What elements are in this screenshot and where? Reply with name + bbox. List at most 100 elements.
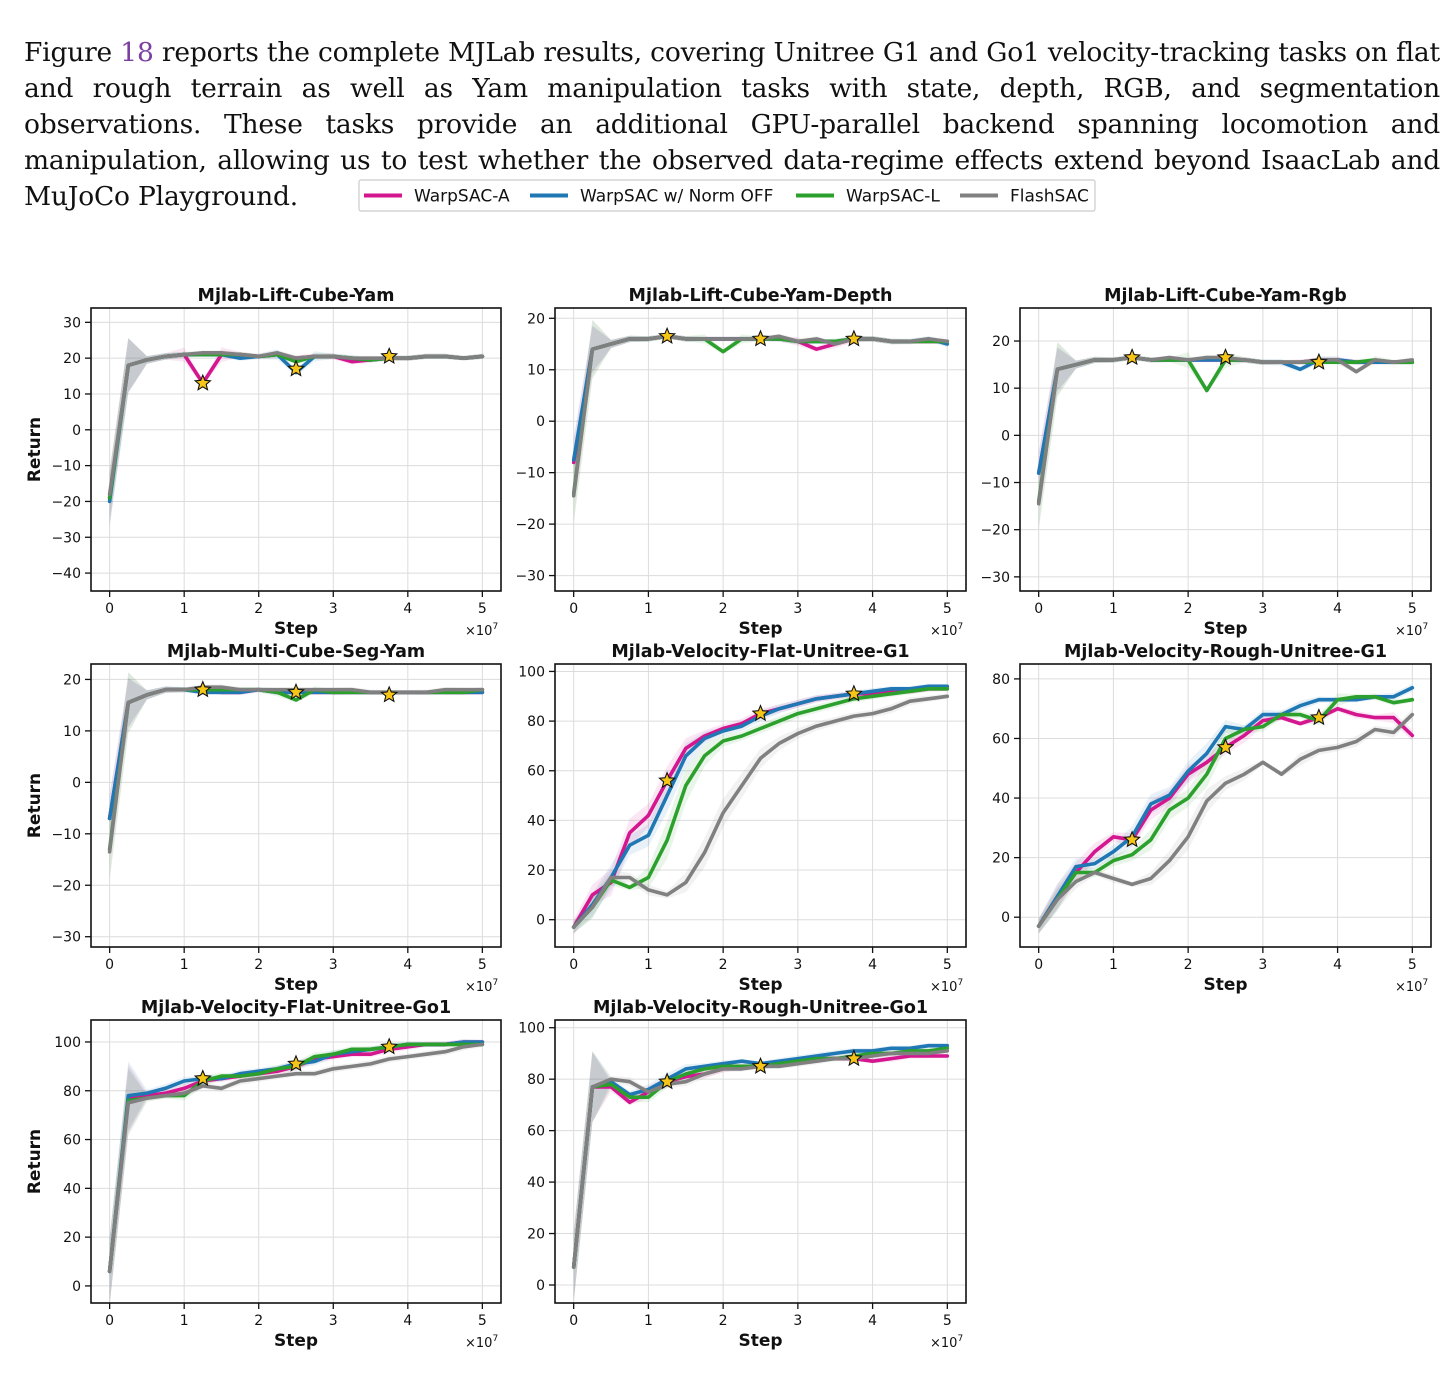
x-tick-label: 2: [719, 957, 728, 973]
y-tick-label: 60: [527, 764, 545, 780]
x-tick-label: 3: [1258, 957, 1267, 973]
x-tick-label: 3: [329, 957, 338, 973]
legend-item-flashsac: FlashSAC: [960, 187, 1089, 207]
x-tick-label: 5: [943, 601, 952, 617]
x-axis-label: Step: [274, 975, 318, 995]
figure-reference-link[interactable]: 18: [120, 36, 154, 68]
checkpoint-star-marker: [287, 359, 305, 377]
x-tick-label: 1: [180, 601, 189, 617]
y-tick-label: 40: [527, 1175, 545, 1191]
y-tick-label: −30: [51, 530, 81, 546]
y-tick-label: 40: [992, 791, 1010, 807]
y-tick-label: −20: [515, 517, 545, 533]
y-tick-label: 20: [992, 334, 1010, 350]
x-axis-label: Step: [1203, 619, 1247, 639]
checkpoint-star-marker: [658, 326, 677, 344]
x-axis-multiplier: ×107: [930, 622, 963, 639]
x-axis-label: Step: [274, 1331, 318, 1351]
y-tick-label: 60: [992, 731, 1010, 747]
band-warpsac-w-norm-off: [109, 1039, 483, 1306]
x-tick-label: 2: [254, 601, 263, 617]
band-flashsac: [109, 672, 483, 881]
y-tick-label: 40: [63, 1181, 81, 1197]
chart-title: Mjlab-Lift-Cube-Yam-Rgb: [1104, 286, 1347, 306]
series-line-warpsac-w-norm-off: [571, 684, 950, 929]
checkpoint-star-marker: [1309, 708, 1328, 726]
band-flashsac: [109, 1041, 483, 1304]
checkpoint-star-marker: [287, 682, 305, 700]
plot-frame: [554, 663, 967, 948]
band-warpsac-a: [573, 686, 948, 936]
x-tick-label: 3: [793, 1313, 802, 1329]
legend-item-warpsac-a: WarpSAC-A: [364, 187, 510, 207]
chart-mjlab-velocity-flat-unitree-g1: 0 1 2 3 4 5 0 20 40 60 80 100 Mjlab-Velocity-Flat-Un…: [518, 642, 967, 995]
y-tick-label: 80: [992, 672, 1010, 688]
checkpoint-star-marker: [658, 771, 677, 789]
series-line-warpsac-w-norm-off: [571, 334, 950, 462]
x-tick-label: 1: [644, 601, 653, 617]
plot-frame: [90, 1019, 502, 1304]
chart-title: Mjlab-Lift-Cube-Yam: [198, 286, 395, 306]
x-tick-label: 5: [478, 601, 487, 617]
y-tick-label: 80: [527, 714, 545, 730]
series-line-flashsac: [571, 694, 950, 929]
x-tick-label: 5: [1408, 957, 1417, 973]
x-tick-label: 4: [868, 1313, 877, 1329]
checkpoint-star-marker: [844, 684, 863, 702]
x-axis-label: Step: [738, 619, 782, 639]
series-line-warpsac-l: [107, 352, 485, 500]
x-tick-label: 3: [1258, 601, 1267, 617]
checkpoint-star-marker: [287, 1054, 305, 1072]
checkpoint-star-marker: [844, 329, 863, 347]
y-tick-label: 0: [536, 913, 545, 929]
legend-label-warpsac-w-norm-off: WarpSAC w/ Norm OFF: [580, 187, 773, 207]
x-tick-label: 0: [1034, 601, 1043, 617]
y-tick-label: 0: [536, 1278, 545, 1294]
plot-frame: [554, 1019, 967, 1304]
checkpoint-star-marker: [380, 1037, 399, 1055]
x-axis-multiplier: ×107: [1395, 622, 1428, 639]
y-tick-label: 20: [992, 851, 1010, 867]
x-tick-label: 2: [254, 957, 263, 973]
y-tick-label: −40: [51, 566, 81, 582]
x-tick-label: 4: [403, 1313, 412, 1329]
chart-title: Mjlab-Velocity-Rough-Unitree-Go1: [593, 998, 928, 1018]
checkpoint-star-marker: [193, 680, 212, 698]
x-tick-label: 4: [403, 601, 412, 617]
legend-item-warpsac-w-norm-off: WarpSAC w/ Norm OFF: [530, 187, 773, 207]
body-paragraph: Figure 18 reports the complete MJLab res…: [24, 35, 1440, 215]
y-tick-label: −10: [980, 476, 1010, 492]
checkpoint-star-marker: [193, 373, 212, 391]
series-line-flashsac: [1036, 355, 1415, 506]
band-warpsac-l: [573, 686, 948, 933]
x-tick-label: 0: [569, 1313, 578, 1329]
y-tick-label: −10: [51, 459, 81, 475]
series-line-warpsac-a: [107, 687, 485, 821]
band-warpsac-a: [573, 325, 948, 485]
checkpoint-star-marker: [1309, 352, 1328, 370]
checkpoint-star-marker: [193, 1069, 212, 1087]
x-tick-label: 3: [329, 601, 338, 617]
x-tick-label: 2: [1184, 601, 1193, 617]
y-tick-label: −30: [515, 569, 545, 585]
x-tick-label: 3: [793, 601, 802, 617]
series-line-warpsac-a: [571, 1054, 950, 1269]
series-line-flashsac: [571, 1049, 950, 1269]
x-tick-label: 1: [644, 957, 653, 973]
x-tick-label: 4: [868, 601, 877, 617]
y-tick-label: 10: [63, 387, 81, 403]
chart-mjlab-velocity-flat-unitree-go1: 0 1 2 3 4 5 0 20 40 60 80 100 Mjlab-Velocity-Flat-Un…: [25, 998, 502, 1351]
checkpoint-star-marker: [751, 329, 770, 347]
paragraph-text-rest: reports the complete MJLab results, cove…: [24, 36, 1440, 212]
chart-title: Mjlab-Velocity-Flat-Unitree-Go1: [141, 998, 451, 1018]
chart-title: Mjlab-Velocity-Flat-Unitree-G1: [611, 642, 909, 662]
y-tick-label: 30: [63, 315, 81, 331]
y-tick-label: −10: [51, 827, 81, 843]
x-axis-multiplier: ×107: [930, 1334, 963, 1351]
x-axis-label: Step: [1203, 975, 1247, 995]
y-tick-label: 0: [72, 423, 81, 439]
plot-frame: [90, 307, 502, 592]
y-tick-label: 20: [63, 1230, 81, 1246]
chart-mjlab-multi-cube-seg-yam: 0 1 2 3 4 5 −30 −20 −10 0 10 20 Mjlab-Multi-Cube-Seg…: [25, 642, 502, 995]
